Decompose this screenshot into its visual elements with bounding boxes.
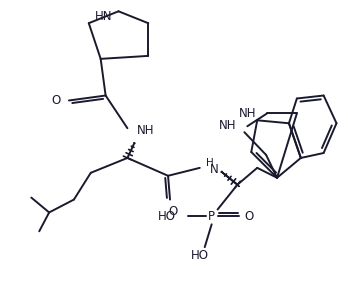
Text: HN: HN: [95, 10, 112, 23]
Text: O: O: [168, 205, 177, 218]
Text: NH: NH: [219, 119, 236, 132]
Text: NH: NH: [137, 124, 155, 137]
Text: O: O: [52, 94, 61, 107]
Text: O: O: [245, 210, 254, 223]
Text: P: P: [208, 210, 215, 223]
Text: N: N: [210, 163, 219, 176]
Text: HO: HO: [191, 249, 209, 262]
Polygon shape: [222, 172, 239, 187]
Text: HO: HO: [158, 210, 176, 223]
Text: NH: NH: [239, 107, 256, 120]
Text: H: H: [206, 158, 214, 168]
